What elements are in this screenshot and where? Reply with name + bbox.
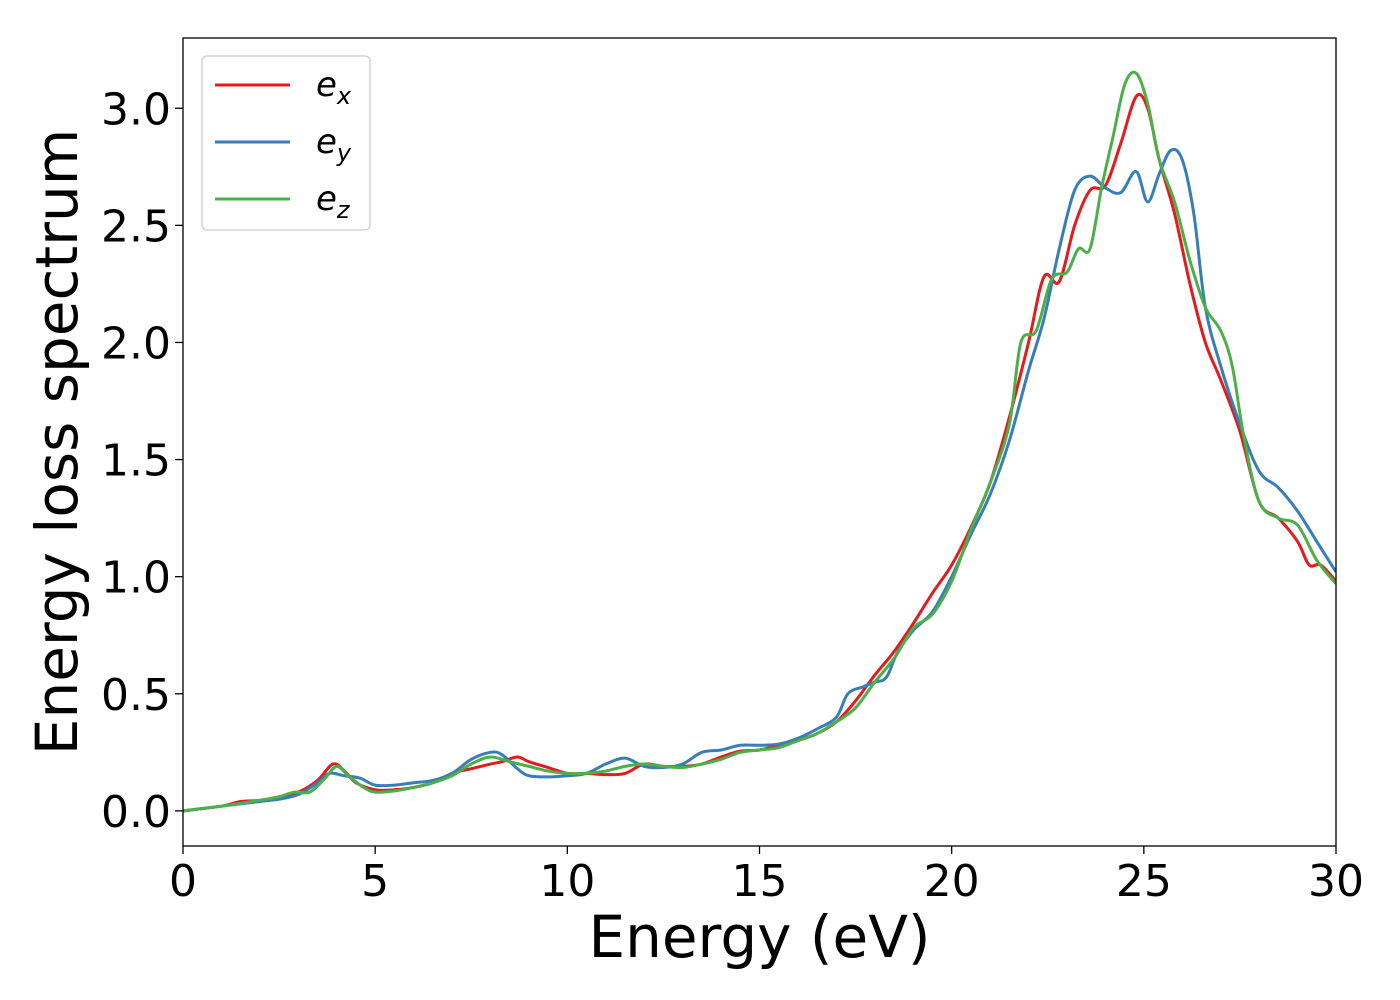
y-tick-label: 1.0 (101, 553, 171, 604)
y-tick-label: 1.5 (101, 436, 171, 487)
x-tick-label: 15 (732, 856, 788, 907)
y-axis: 0.0 0.5 1.0 1.5 2.0 2.5 3.0 (101, 84, 183, 838)
x-tick-label: 5 (361, 856, 389, 907)
plot-background (183, 38, 1336, 846)
x-tick-label: 25 (1116, 856, 1172, 907)
x-axis-title: Energy (eV) (588, 903, 930, 971)
y-tick-label: 0.5 (101, 670, 171, 721)
x-tick-label: 30 (1308, 856, 1364, 907)
y-tick-label: 2.5 (101, 201, 171, 252)
y-tick-label: 2.0 (101, 318, 171, 369)
x-tick-label: 10 (539, 856, 595, 907)
x-tick-label: 0 (169, 856, 197, 907)
x-axis: 0 5 10 15 20 25 30 (169, 846, 1364, 907)
series-layer (183, 70, 1336, 813)
x-tick-label: 20 (924, 856, 980, 907)
y-tick-label: 3.0 (101, 84, 171, 135)
series-line-y (183, 147, 1336, 813)
y-axis-title: Energy loss spectrum (23, 129, 91, 755)
y-tick-label: 0.0 (101, 787, 171, 838)
series-line-z (183, 70, 1336, 813)
